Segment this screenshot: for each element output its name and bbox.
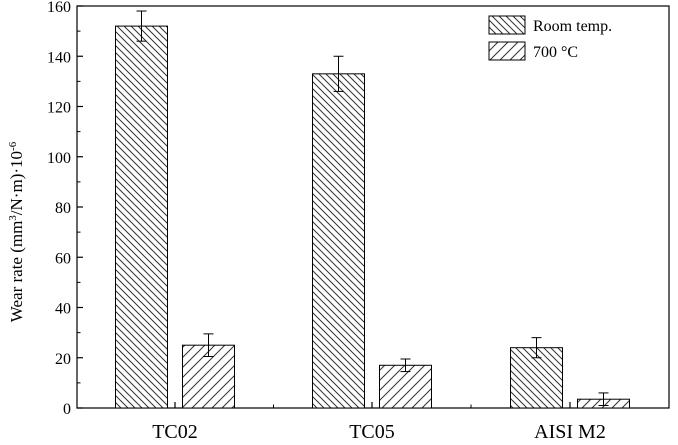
x-tick-label: AISI M2 <box>534 421 606 443</box>
y-axis-label-mid: /N·m)·10 <box>7 151 26 215</box>
bar-room-temp-tc05 <box>312 73 365 409</box>
legend-label-room-temp: Room temp. <box>533 18 612 35</box>
y-axis-label-base: Wear rate (mm <box>7 221 26 323</box>
y-axis-label-sup1: 3 <box>7 215 19 221</box>
y-tick-label: 80 <box>55 200 71 217</box>
legend: Room temp. 700 °C <box>488 15 612 61</box>
legend-swatch-room-temp <box>488 15 526 35</box>
y-tick-label: 0 <box>63 401 71 418</box>
y-axis-label-sup2: -6 <box>7 141 19 151</box>
error-bars-group <box>136 10 609 406</box>
y-tick-label: 20 <box>55 351 71 368</box>
x-axis: TC02 TC05 AISI M2 <box>152 402 606 443</box>
y-tick-label: 160 <box>47 0 71 16</box>
legend-swatch-700c <box>488 41 526 61</box>
y-tick-label: 60 <box>55 250 71 267</box>
bar-700c-tc05 <box>379 364 432 409</box>
legend-label-700c: 700 °C <box>533 44 578 61</box>
y-tick-label: 140 <box>47 49 71 66</box>
bar-room-temp-tc02 <box>115 25 168 409</box>
y-tick-label: 120 <box>47 100 71 117</box>
x-tick-label: TC02 <box>152 421 198 443</box>
bars-group <box>115 25 630 409</box>
y-tick-label: 100 <box>47 150 71 167</box>
y-tick-label: 40 <box>55 301 71 318</box>
y-axis-label: Wear rate (mm3/N·m)·10-6 <box>7 141 26 322</box>
x-tick-label: TC05 <box>349 421 395 443</box>
y-axis: 0 20 40 60 80 100 120 140 160 <box>47 0 83 418</box>
